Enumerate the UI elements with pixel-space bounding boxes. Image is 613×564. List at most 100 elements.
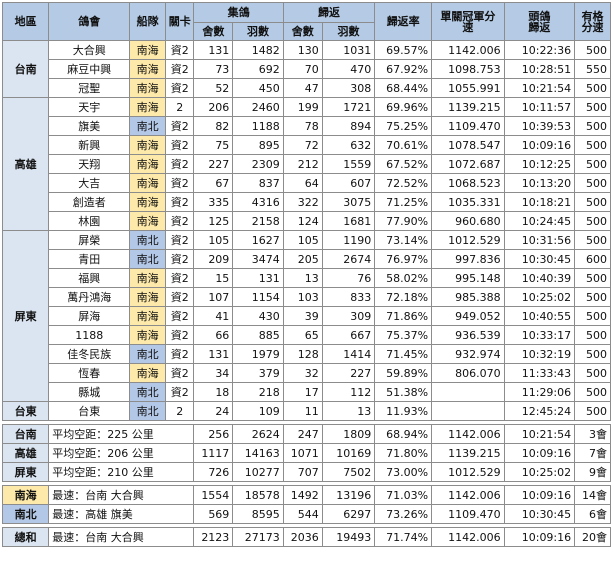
returned-birds: 3075 <box>321 192 376 212</box>
club-name: 冠聖 <box>48 78 131 98</box>
gate-cell: 2 <box>165 401 195 421</box>
gate-cell: 資2 <box>165 40 195 60</box>
zone-badge: 南海 <box>129 78 167 98</box>
club-name: 大合興 <box>48 40 131 60</box>
collect-houses: 41 <box>193 306 234 326</box>
returned-birds: 112 <box>321 382 376 402</box>
gate-cell: 資2 <box>165 306 195 326</box>
summary-note: 最速：台南 大合興 <box>48 527 195 547</box>
gate-cell: 資2 <box>165 382 195 402</box>
summary-label: 屏東 <box>1 462 50 482</box>
first-return-time: 10:25:02 <box>503 462 576 482</box>
collect-birds: 27173 <box>232 527 284 547</box>
collect-houses: 75 <box>193 135 234 155</box>
table-row: 恆春 南海 資2 34 379 32 227 59.89% 806.070 11:33:43 500 <box>3 363 611 383</box>
collect-houses: 206 <box>193 97 234 117</box>
collect-houses: 335 <box>193 192 234 212</box>
returned-houses: 11 <box>282 401 323 421</box>
first-return-time: 11:29:06 <box>503 382 576 402</box>
club-name: 青田 <box>48 249 131 269</box>
header-champion-speed-text: 單關冠軍分速 <box>440 9 496 34</box>
champion-speed: 1109.470 <box>431 116 505 136</box>
returned-houses: 544 <box>282 504 323 524</box>
club-name: 麻豆中興 <box>48 59 131 79</box>
first-return-time: 10:30:45 <box>503 504 576 524</box>
return-rate: 73.00% <box>374 462 433 482</box>
club-name: 屏海 <box>48 306 131 326</box>
header-collect-houses: 舍數 <box>193 22 234 41</box>
collect-birds: 1627 <box>232 230 284 250</box>
champion-speed: 960.680 <box>431 211 505 231</box>
header-collect: 集鴿 <box>193 2 284 23</box>
gate-cell: 資2 <box>165 154 195 174</box>
return-rate: 70.61% <box>374 135 433 155</box>
champion-speed: 1035.331 <box>431 192 505 212</box>
summary-rows: 台南 平均空距：225 公里 256 2624 247 1809 68.94% 1142.00… <box>1 421 611 547</box>
returned-birds: 19493 <box>321 527 376 547</box>
champion-speed: 1139.215 <box>431 443 505 463</box>
first-return-time: 10:09:16 <box>503 443 576 463</box>
summary-row: 南北 最速：高雄 旗美 569 8595 544 6297 73.26% 1109.470 10… <box>1 504 611 524</box>
returned-birds: 632 <box>321 135 376 155</box>
champion-speed: 1142.006 <box>431 40 505 60</box>
club-name: 台東 <box>48 401 131 421</box>
returned-birds: 76 <box>321 268 376 288</box>
champion-speed: 806.070 <box>431 363 505 383</box>
collect-houses: 256 <box>193 424 234 444</box>
champion-speed: 936.539 <box>431 325 505 345</box>
champion-speed: 1139.215 <box>431 97 505 117</box>
region-label: 台南 <box>1 40 50 98</box>
returned-birds: 1721 <box>321 97 376 117</box>
club-count: 14會 <box>574 485 611 505</box>
return-rate: 67.52% <box>374 154 433 174</box>
first-return-time: 10:28:51 <box>503 59 576 79</box>
collect-houses: 107 <box>193 287 234 307</box>
first-return-time: 10:40:39 <box>503 268 576 288</box>
return-rate: 68.44% <box>374 78 433 98</box>
return-rate: 67.92% <box>374 59 433 79</box>
return-rate: 71.74% <box>374 527 433 547</box>
champion-speed: 1068.523 <box>431 173 505 193</box>
return-rate: 71.45% <box>374 344 433 364</box>
collect-birds: 218 <box>232 382 284 402</box>
club-name: 萬丹鴻海 <box>48 287 131 307</box>
valid-speed: 500 <box>574 287 611 307</box>
club-rows: 台南 大合興 南海 資2 131 1482 130 1031 69.57% 1142.006 10:… <box>1 40 611 421</box>
return-rate: 72.18% <box>374 287 433 307</box>
first-return-time: 10:24:45 <box>503 211 576 231</box>
club-name: 新興 <box>48 135 131 155</box>
gate-cell: 資2 <box>165 78 195 98</box>
valid-speed: 500 <box>574 135 611 155</box>
zone-badge: 南北 <box>129 401 167 421</box>
collect-houses: 18 <box>193 382 234 402</box>
gate-cell: 資2 <box>165 325 195 345</box>
collect-birds: 1979 <box>232 344 284 364</box>
valid-speed: 500 <box>574 173 611 193</box>
valid-speed: 500 <box>574 97 611 117</box>
returned-birds: 607 <box>321 173 376 193</box>
summary-note: 平均空距：206 公里 <box>48 443 195 463</box>
table-row: 林園 南海 資2 125 2158 124 1681 77.90% 960.680 10:24:4… <box>3 211 611 231</box>
valid-speed: 500 <box>574 382 611 402</box>
summary-row: 南海 最速：台南 大合興 1554 18578 1492 13196 71.03% 1142.… <box>1 485 611 505</box>
valid-speed: 500 <box>574 363 611 383</box>
returned-birds: 2674 <box>321 249 376 269</box>
club-name: 恆春 <box>48 363 131 383</box>
first-return-time: 10:13:20 <box>503 173 576 193</box>
return-rate: 11.93% <box>374 401 433 421</box>
valid-speed: 500 <box>574 116 611 136</box>
returned-birds: 1681 <box>321 211 376 231</box>
zone-badge: 南海 <box>129 325 167 345</box>
gate-cell: 資2 <box>165 268 195 288</box>
table-row: 屏海 南海 資2 41 430 39 309 71.86% 949.052 10:40:55 500 <box>3 306 611 326</box>
first-return-time: 11:33:43 <box>503 363 576 383</box>
valid-speed: 500 <box>574 268 611 288</box>
collect-birds: 18578 <box>232 485 284 505</box>
first-return-time: 12:45:24 <box>503 401 576 421</box>
header-returned-houses: 舍數 <box>282 22 323 41</box>
summary-row: 台南 平均空距：225 公里 256 2624 247 1809 68.94% 1142.00… <box>1 424 611 444</box>
valid-speed: 550 <box>574 59 611 79</box>
header-valid-speed-text: 有格分速 <box>581 9 604 34</box>
champion-speed: 995.148 <box>431 268 505 288</box>
returned-houses: 212 <box>282 154 323 174</box>
